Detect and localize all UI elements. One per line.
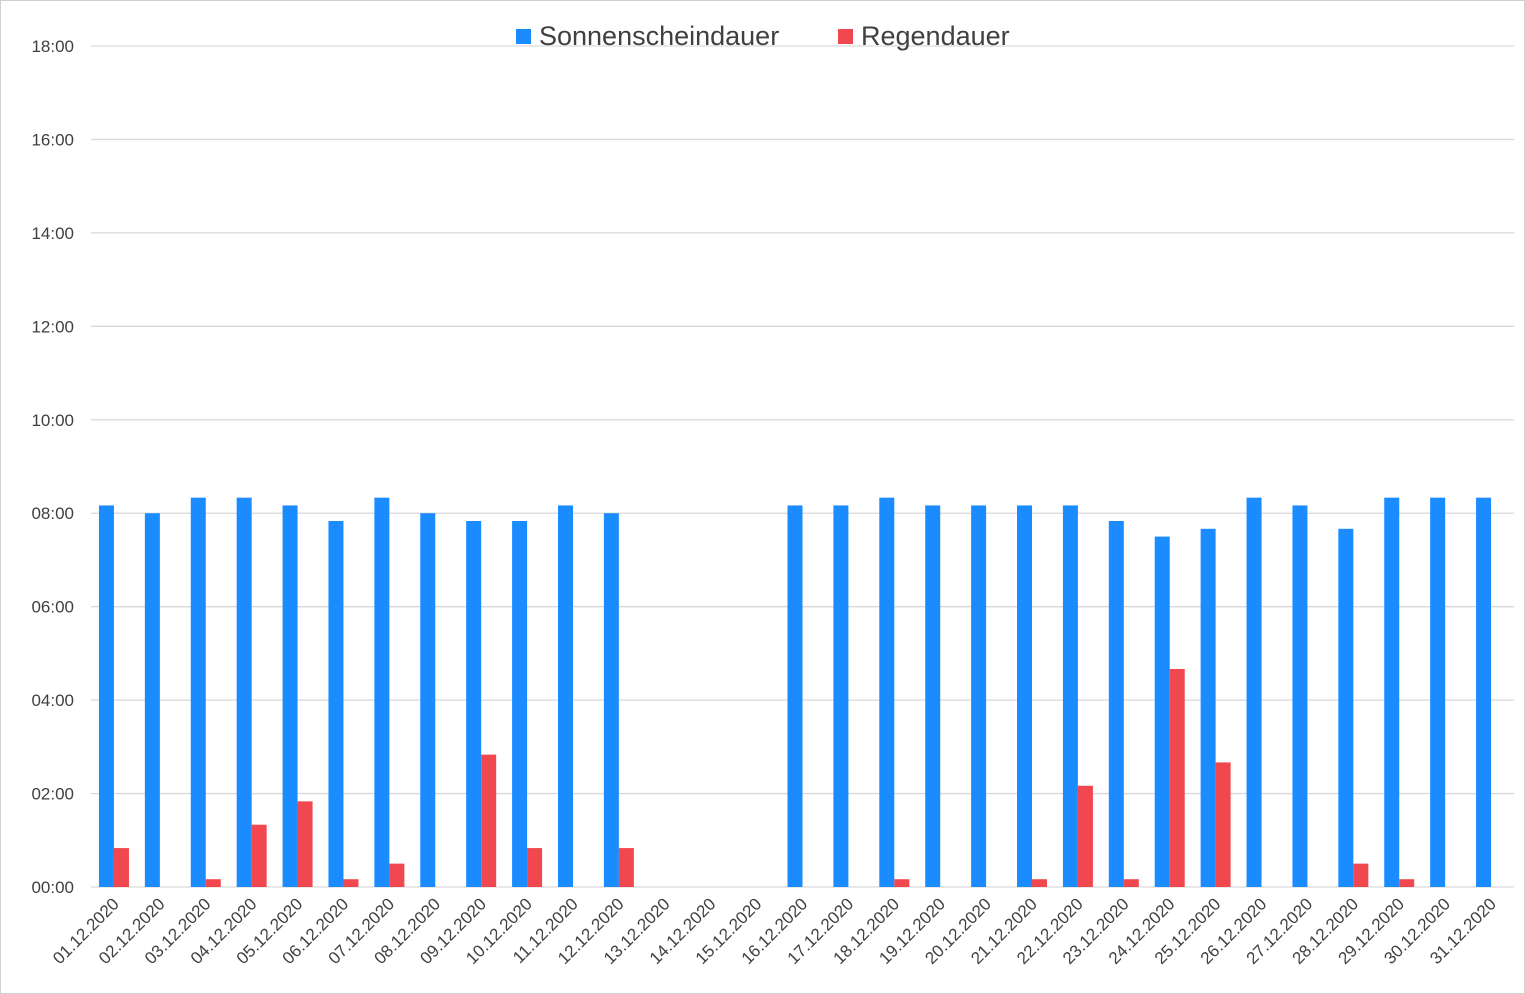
bar-sonnenscheindauer-16 <box>787 505 803 887</box>
bar-sonnenscheindauer-21 <box>1017 505 1033 887</box>
y-axis-ticks: 00:00 02:00 04:00 06:00 08:00 10:00 12:00 14:00… <box>31 37 74 897</box>
x-axis-ticks: 01.12.202002.12.202003.12.202004.12.2020… <box>49 894 1500 968</box>
bar-sonnenscheindauer-22 <box>1062 505 1078 887</box>
bar-sonnenscheindauer-7 <box>374 497 390 887</box>
bar-sonnenscheindauer-10 <box>512 521 528 887</box>
y-tick-label: 16:00 <box>31 130 74 149</box>
bar-regendauer-12 <box>618 848 634 887</box>
legend: Sonnenscheindauer Regendauer <box>516 21 1010 51</box>
bar-sonnenscheindauer-17 <box>833 505 849 887</box>
bar-sonnenscheindauer-9 <box>466 521 482 887</box>
bars <box>98 497 1492 887</box>
bar-sonnenscheindauer-2 <box>144 513 160 887</box>
bar-regendauer-9 <box>481 754 497 887</box>
legend-swatch-sonnenscheindauer <box>516 29 531 44</box>
bar-regendauer-21 <box>1032 879 1048 887</box>
bar-sonnenscheindauer-4 <box>236 497 252 887</box>
y-tick-label: 14:00 <box>31 224 74 243</box>
bar-regendauer-1 <box>113 848 129 887</box>
y-tick-label: 02:00 <box>31 785 74 804</box>
bar-regendauer-22 <box>1077 785 1093 887</box>
bar-regendauer-29 <box>1399 879 1415 887</box>
y-tick-label: 12:00 <box>31 317 74 336</box>
bar-sonnenscheindauer-24 <box>1154 536 1170 887</box>
bar-regendauer-18 <box>894 879 910 887</box>
y-tick-label: 08:00 <box>31 504 74 523</box>
bar-sonnenscheindauer-20 <box>971 505 987 887</box>
bar-regendauer-7 <box>389 863 405 887</box>
bar-sonnenscheindauer-8 <box>420 513 436 887</box>
legend-label-regendauer: Regendauer <box>861 21 1010 51</box>
bar-sonnenscheindauer-31 <box>1476 497 1492 887</box>
y-tick-label: 00:00 <box>31 878 74 897</box>
bar-sonnenscheindauer-5 <box>282 505 298 887</box>
bar-sonnenscheindauer-23 <box>1108 521 1124 887</box>
bar-sonnenscheindauer-25 <box>1200 528 1216 887</box>
y-tick-label: 04:00 <box>31 691 74 710</box>
bar-sonnenscheindauer-11 <box>557 505 573 887</box>
bar-regendauer-28 <box>1353 863 1369 887</box>
bar-regendauer-25 <box>1215 762 1231 887</box>
bar-regendauer-5 <box>297 801 313 887</box>
bar-regendauer-23 <box>1123 879 1139 887</box>
legend-label-sonnenscheindauer: Sonnenscheindauer <box>539 21 779 51</box>
bar-sonnenscheindauer-26 <box>1246 497 1262 887</box>
bar-sonnenscheindauer-29 <box>1384 497 1400 887</box>
bar-regendauer-6 <box>343 879 359 887</box>
bar-sonnenscheindauer-19 <box>925 505 941 887</box>
bar-sonnenscheindauer-1 <box>98 505 114 887</box>
bar-sonnenscheindauer-28 <box>1338 528 1354 887</box>
bar-regendauer-24 <box>1169 668 1185 887</box>
bar-sonnenscheindauer-27 <box>1292 505 1308 887</box>
bar-sonnenscheindauer-12 <box>603 513 619 887</box>
y-tick-label: 10:00 <box>31 411 74 430</box>
bar-regendauer-3 <box>205 879 221 887</box>
y-tick-label: 18:00 <box>31 37 74 56</box>
bar-regendauer-4 <box>251 824 267 887</box>
bar-sonnenscheindauer-3 <box>190 497 206 887</box>
bar-sonnenscheindauer-6 <box>328 521 344 887</box>
legend-swatch-regendauer <box>838 29 853 44</box>
bar-sonnenscheindauer-18 <box>879 497 895 887</box>
bar-regendauer-10 <box>527 848 543 887</box>
y-tick-label: 06:00 <box>31 598 74 617</box>
bar-sonnenscheindauer-30 <box>1430 497 1446 887</box>
